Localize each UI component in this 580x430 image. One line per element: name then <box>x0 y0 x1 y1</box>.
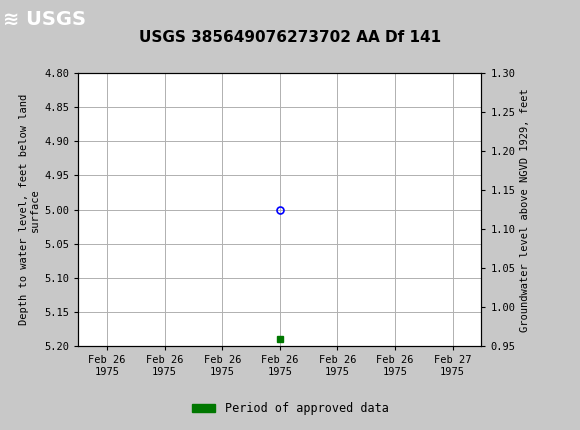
Y-axis label: Depth to water level, feet below land
surface: Depth to water level, feet below land su… <box>19 94 40 325</box>
Legend: Period of approved data: Period of approved data <box>187 397 393 420</box>
Text: ≋ USGS: ≋ USGS <box>3 9 86 28</box>
Text: USGS 385649076273702 AA Df 141: USGS 385649076273702 AA Df 141 <box>139 31 441 45</box>
Y-axis label: Groundwater level above NGVD 1929, feet: Groundwater level above NGVD 1929, feet <box>520 88 530 332</box>
